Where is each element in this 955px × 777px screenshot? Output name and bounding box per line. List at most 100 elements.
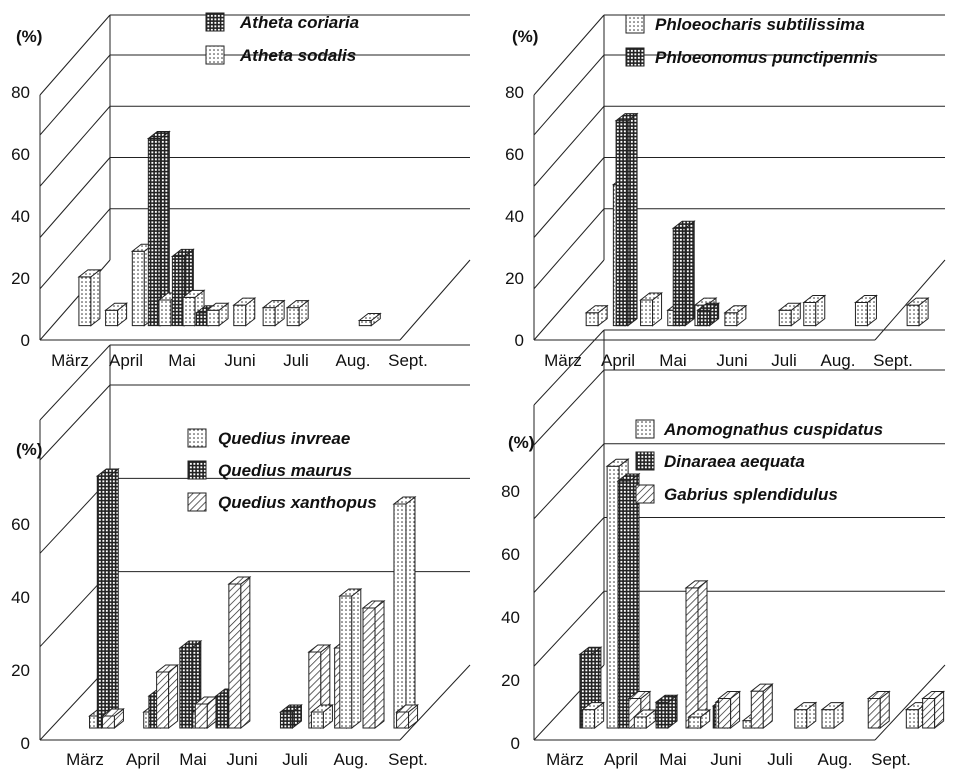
bars bbox=[578, 458, 946, 730]
bar-top bbox=[361, 600, 386, 609]
y-tick-label: 80 bbox=[501, 482, 520, 501]
bar-top bbox=[687, 709, 712, 718]
bar-front bbox=[147, 138, 161, 327]
bar-front bbox=[339, 595, 353, 729]
gridline-side bbox=[533, 517, 605, 593]
x-tick-label: Mai bbox=[168, 351, 195, 370]
y-axis-unit: (%) bbox=[16, 27, 42, 46]
gridline-side bbox=[39, 208, 111, 290]
x-tick-label: Juli bbox=[767, 750, 793, 769]
bar-side bbox=[684, 220, 695, 327]
x-tick-label: Juli bbox=[282, 750, 308, 769]
floor-right-edge bbox=[874, 259, 946, 341]
bar-side bbox=[90, 268, 101, 327]
x-tick-label: Sept. bbox=[388, 750, 428, 769]
bar-top bbox=[717, 691, 742, 699]
y-tick-label: 60 bbox=[505, 145, 524, 164]
bar-top bbox=[395, 704, 420, 713]
y-axis-unit: (%) bbox=[16, 440, 42, 459]
bar-side bbox=[351, 587, 362, 730]
bar-front bbox=[158, 299, 172, 327]
y-tick-label: 0 bbox=[21, 734, 30, 753]
legend: Anomognathus cuspidatus Dinaraea aequata… bbox=[635, 419, 883, 504]
bar-front bbox=[105, 309, 119, 327]
bar-top bbox=[777, 302, 802, 311]
y-tick-label: 40 bbox=[505, 207, 524, 226]
bar-front bbox=[697, 309, 711, 327]
bar-top bbox=[581, 702, 606, 711]
bar-front bbox=[182, 296, 196, 327]
gridline-side bbox=[533, 105, 605, 187]
bar-front bbox=[718, 698, 732, 729]
bar-top bbox=[802, 295, 827, 304]
legend-label: Atheta sodalis bbox=[239, 46, 356, 65]
bar-front bbox=[179, 647, 193, 729]
legend-item: Phloeonomus punctipennis bbox=[625, 47, 878, 67]
bar-side bbox=[168, 663, 179, 730]
bar-front bbox=[615, 120, 629, 327]
x-tick-label: Aug. bbox=[334, 750, 369, 769]
x-tick-label: Juni bbox=[226, 750, 257, 769]
legend-label: Quedius maurus bbox=[218, 461, 352, 480]
bar-top bbox=[285, 300, 310, 309]
bar-top bbox=[584, 305, 609, 314]
x-tick-label: April bbox=[601, 351, 635, 370]
legend-label: Gabrius splendidulus bbox=[664, 485, 838, 504]
x-tick-label: Sept. bbox=[873, 351, 913, 370]
y-tick-labels: 0 20 40 60 80 bbox=[505, 83, 524, 350]
x-tick-label: Juni bbox=[716, 351, 747, 370]
bar-front bbox=[655, 701, 669, 729]
bar-top bbox=[181, 289, 206, 298]
bar-front bbox=[688, 716, 702, 729]
bar-top bbox=[178, 640, 203, 649]
legend: Quedius invreae Quedius maurus Quedius x… bbox=[187, 428, 377, 512]
bar-front bbox=[156, 671, 170, 729]
x-tick-label: Sept. bbox=[388, 351, 428, 370]
legend-swatch bbox=[635, 484, 655, 504]
bar-front bbox=[78, 276, 92, 327]
legend-label: Anomognathus cuspidatus bbox=[663, 420, 883, 439]
bar-top bbox=[95, 468, 120, 477]
bar-front bbox=[393, 503, 407, 729]
x-tick-label: März bbox=[51, 351, 89, 370]
bar-front bbox=[582, 709, 596, 729]
bar-top bbox=[905, 297, 930, 306]
x-tick-label: Juni bbox=[224, 351, 255, 370]
bar-top bbox=[696, 302, 721, 311]
bar-top bbox=[309, 704, 334, 713]
legend-swatch bbox=[187, 428, 207, 448]
frame bbox=[533, 14, 946, 341]
x-tick-label: Sept. bbox=[871, 750, 911, 769]
legend-item: Quedius xanthopus bbox=[187, 492, 377, 512]
bar-top bbox=[671, 220, 696, 229]
x-tick-label: Aug. bbox=[336, 351, 371, 370]
legend-label: Phloeonomus punctipennis bbox=[655, 48, 878, 67]
y-tick-label: 60 bbox=[501, 545, 520, 564]
bar-front bbox=[750, 690, 764, 729]
bar-top bbox=[614, 113, 639, 122]
chart-panel-atheta: (%) 0 20 40 60 80 März April Mai Juni Ju… bbox=[11, 12, 471, 370]
bar-top bbox=[616, 473, 641, 482]
legend-item: Quedius maurus bbox=[187, 460, 352, 480]
bar-front bbox=[279, 711, 293, 729]
bar-top bbox=[338, 588, 363, 597]
bar-front bbox=[358, 319, 372, 327]
floor-right-edge bbox=[874, 664, 946, 741]
y-tick-labels: 0 20 40 60 80 bbox=[11, 83, 30, 350]
bar-side bbox=[697, 579, 708, 730]
legend-swatch bbox=[625, 14, 645, 34]
legend-swatch bbox=[635, 419, 655, 439]
x-tick-label: April bbox=[109, 351, 143, 370]
x-tick-label: April bbox=[126, 750, 160, 769]
frame bbox=[39, 344, 471, 741]
gridline-side bbox=[533, 369, 605, 446]
gridline-side bbox=[39, 105, 111, 187]
gridline-side bbox=[533, 208, 605, 290]
chart-panel-phloeocharis: (%) 0 20 40 60 80 März April Mai Juni Ju… bbox=[505, 14, 946, 370]
floor-left-edge bbox=[533, 259, 605, 341]
y-tick-label: 60 bbox=[11, 515, 30, 534]
y-tick-label: 40 bbox=[501, 608, 520, 627]
x-tick-label: Aug. bbox=[821, 351, 856, 370]
y-tick-label: 80 bbox=[505, 83, 524, 102]
bar-top bbox=[170, 248, 195, 257]
